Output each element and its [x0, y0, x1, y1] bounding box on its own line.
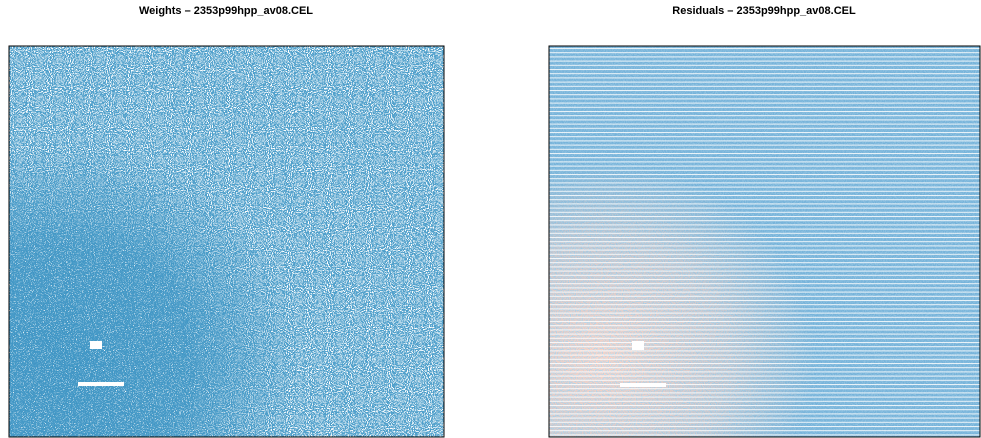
weights-dense-texture: [9, 46, 444, 437]
blank-spot: [620, 383, 666, 387]
weights-dense-region: [9, 46, 444, 437]
panel-title: Weights – 2353p99hpp_av08.CEL: [139, 5, 313, 17]
plot-frame: [548, 45, 981, 438]
row-stripes: [549, 46, 980, 437]
panel-title: Residuals – 2353p99hpp_av08.CEL: [672, 5, 856, 17]
blank-spot: [90, 341, 102, 349]
weights-panel: Weights – 2353p99hpp_av08.CEL: [8, 5, 445, 438]
plot-frame: [8, 45, 445, 438]
blank-spot: [78, 382, 124, 386]
residuals-panel: Residuals – 2353p99hpp_av08.CEL: [548, 5, 981, 438]
blank-spot: [632, 341, 644, 350]
